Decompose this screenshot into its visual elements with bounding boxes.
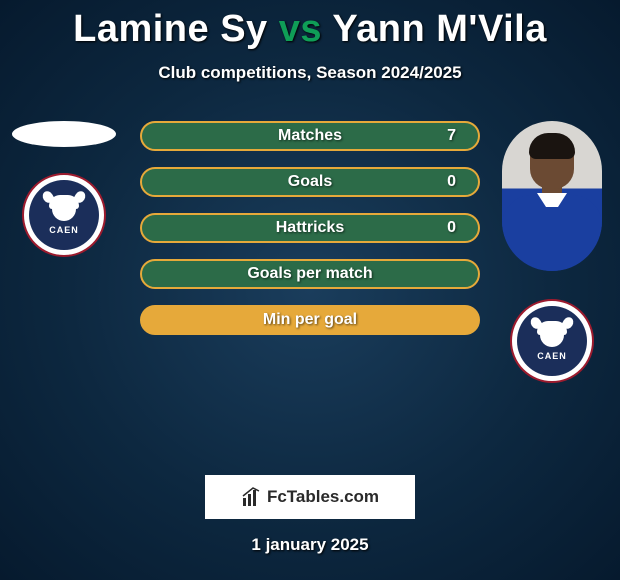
stat-value: 7: [447, 127, 456, 145]
stat-bar: Goals 0: [140, 167, 480, 197]
club-right-name: CAEN: [537, 351, 567, 361]
stat-label: Matches: [278, 127, 342, 145]
club-left-name: CAEN: [49, 225, 79, 235]
club-badge-inner: CAEN: [29, 180, 99, 250]
player-left-column: CAEN: [8, 121, 120, 257]
subtitle: Club competitions, Season 2024/2025: [0, 63, 620, 83]
comparison-panel: CAEN CAEN Matches7Goals0Hattricks0Goals …: [0, 121, 620, 421]
player-right-photo: [502, 121, 602, 271]
viking-icon: [47, 195, 81, 223]
player1-name: Lamine Sy: [73, 8, 268, 50]
page-title: Lamine Sy vs Yann M'Vila: [0, 0, 620, 51]
stat-label: Min per goal: [263, 311, 357, 329]
stat-value: 0: [447, 173, 456, 191]
source-watermark: FcTables.com: [205, 475, 415, 519]
stat-bar: Hattricks 0: [140, 213, 480, 243]
stat-bar: Goals per match: [140, 259, 480, 289]
stat-bars: Matches 7 Goals 0 Hattricks 0 Goals per match M…: [140, 121, 480, 351]
source-text: FcTables.com: [267, 487, 379, 507]
source-logo: FcTables.com: [241, 486, 379, 508]
stat-label: Goals per match: [247, 265, 372, 283]
stat-label: Goals: [288, 173, 332, 191]
viking-icon: [535, 321, 569, 349]
stat-bar: Matches 7: [140, 121, 480, 151]
snapshot-date: 1 january 2025: [0, 535, 620, 555]
player2-name: Yann M'Vila: [332, 8, 546, 50]
player-right-club-badge: CAEN: [510, 299, 594, 383]
vs-label: vs: [279, 8, 322, 50]
player-right-column: CAEN: [496, 121, 608, 383]
stat-value: 0: [447, 219, 456, 237]
stat-label: Hattricks: [276, 219, 344, 237]
player-left-photo-placeholder: [12, 121, 116, 147]
player-left-club-badge: CAEN: [22, 173, 106, 257]
club-badge-inner: CAEN: [517, 306, 587, 376]
chart-glyph-icon: [241, 486, 263, 508]
stat-bar: Min per goal: [140, 305, 480, 335]
